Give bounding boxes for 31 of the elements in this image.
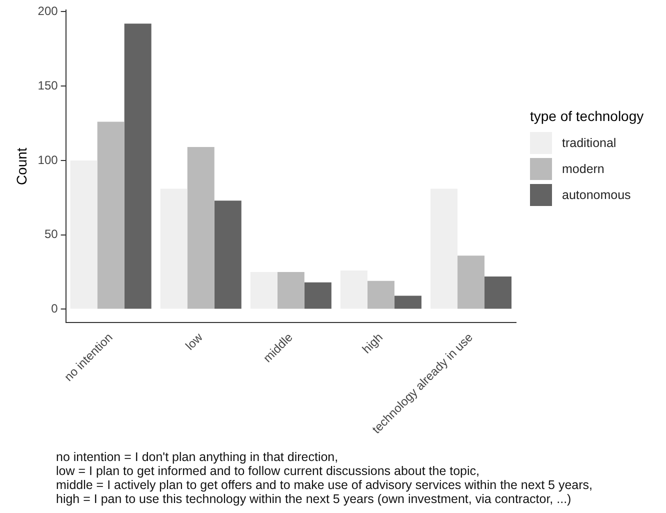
bar [187, 147, 214, 309]
text: low = I plan to get informed and to follow current discussions about the topic, [56, 464, 481, 478]
bar [97, 122, 124, 309]
bar [367, 280, 394, 309]
text: high = I pan to use this technology within the next 5 years (own investment, via contractor, ...) [56, 492, 572, 506]
bar [430, 188, 458, 309]
bar [70, 160, 98, 309]
legend-label: autonomous [562, 188, 631, 202]
bar [394, 296, 422, 309]
bar [160, 188, 188, 309]
y-tick-label: 50 [44, 227, 58, 242]
y-tick-label: 200 [38, 4, 58, 18]
text: no intention = I don't plan anything in that direction, [56, 450, 340, 464]
legend-label: traditional [562, 136, 616, 150]
y-tick-label: 0 [51, 302, 58, 316]
x-tick-label: high [359, 330, 386, 356]
bar [484, 276, 512, 309]
x-tick-label: low [182, 330, 206, 353]
bar [214, 200, 242, 309]
bar [250, 272, 278, 309]
y-axis-title: Count [13, 148, 30, 186]
legend-label: modern [562, 162, 604, 176]
bar [277, 272, 304, 309]
bar [304, 282, 332, 309]
legend-title: type of technology [530, 108, 644, 124]
bar [340, 270, 368, 309]
text: middle = I actively plan to get offers and to make use of advisory services within the next 5 years, [56, 478, 592, 492]
y-tick-label: 100 [38, 152, 58, 167]
y-tick-label: 150 [38, 78, 58, 92]
bar [457, 256, 484, 309]
bar [124, 24, 152, 309]
